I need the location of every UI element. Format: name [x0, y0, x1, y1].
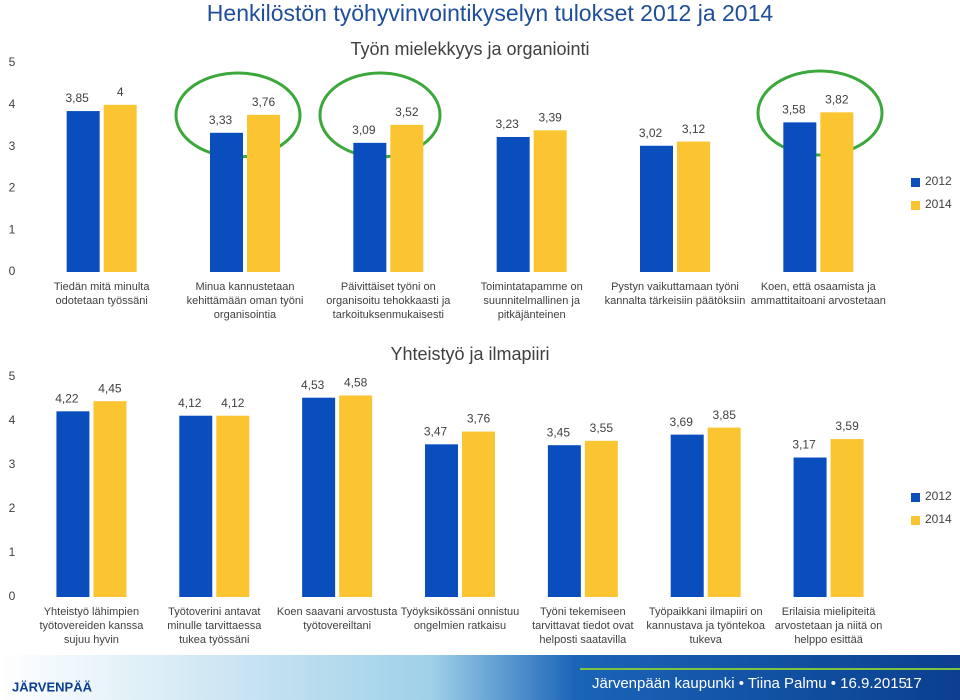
bar — [93, 401, 127, 597]
value-label: 3,45 — [547, 425, 571, 439]
bar — [339, 395, 373, 597]
bar — [66, 111, 100, 272]
value-label: 4,12 — [221, 396, 245, 410]
value-label: 4,22 — [55, 391, 79, 405]
bar — [707, 427, 741, 597]
legend-label: 2012 — [925, 489, 952, 503]
logo-text: JÄRVENPÄÄ — [12, 679, 93, 694]
legend-swatch — [911, 516, 920, 525]
bar — [547, 445, 581, 597]
y-tick-label: 2 — [9, 181, 16, 195]
value-label: 4 — [117, 85, 124, 99]
value-label: 3,82 — [825, 92, 849, 106]
bar — [783, 122, 817, 272]
bar — [496, 136, 530, 272]
y-tick-label: 2 — [9, 501, 16, 515]
bar — [793, 457, 827, 597]
value-label: 3,69 — [670, 415, 694, 429]
value-label: 3,02 — [639, 126, 663, 140]
y-tick-label: 5 — [9, 369, 16, 383]
x-tick-label: Koen saavani arvostusta työtovereiltani — [276, 606, 398, 632]
value-label: 3,58 — [782, 103, 806, 117]
x-tick-label: Työni tekemiseen tarvittavat tiedot ovat… — [532, 606, 634, 646]
highlight — [756, 69, 884, 157]
value-label: 3,85 — [65, 91, 89, 105]
x-tick-label: Päivittäiset työni on organisoitu tehokk… — [326, 281, 451, 321]
bar — [353, 142, 387, 272]
bar — [462, 431, 495, 597]
page-number: 17 — [905, 675, 922, 692]
x-tick-label: Erilaisia mielipiteitä arvostetaan ja ni… — [774, 606, 883, 646]
y-tick-label: 3 — [9, 139, 16, 153]
x-tick-label: Minua kannustetaan kehittämään oman työn… — [186, 281, 304, 321]
bar — [830, 439, 864, 597]
chart-title: Yhteistyö ja ilmapiiri — [390, 344, 549, 364]
legend-label: 2012 — [925, 174, 952, 188]
x-tick-label: Yhteistyö lähimpien työtovereiden kanssa… — [39, 606, 144, 646]
bar — [640, 145, 673, 272]
value-label: 3,55 — [590, 421, 614, 435]
value-label: 3,23 — [495, 117, 519, 131]
bar — [584, 440, 618, 597]
y-tick-label: 1 — [9, 545, 16, 559]
x-tick-label: Toimintatapamme on suunnitelmallinen ja … — [480, 281, 583, 321]
y-tick-label: 0 — [9, 589, 16, 603]
value-label: 4,53 — [301, 378, 325, 392]
x-tick-label: Koen, että osaamista ja ammattitaitoani … — [750, 281, 886, 307]
bar — [210, 132, 243, 272]
y-tick-label: 1 — [9, 222, 16, 236]
bar — [103, 104, 137, 272]
value-label: 3,12 — [682, 122, 706, 136]
legend-swatch — [911, 201, 920, 210]
bar — [425, 444, 458, 597]
legend-swatch — [911, 178, 920, 187]
value-label: 3,47 — [424, 424, 448, 438]
x-tick-label: Työtoverini antavat minulle tarvittaessa… — [167, 606, 262, 646]
value-label: 3,09 — [352, 123, 376, 137]
bar — [179, 415, 213, 597]
bar — [247, 114, 280, 272]
x-tick-label: Pystyn vaikuttamaan työni kannalta tärke… — [604, 281, 746, 307]
value-label: 3,59 — [835, 419, 859, 433]
chart-title: Työn mielekkyys ja organiointi — [350, 39, 589, 59]
legend-label: 2014 — [925, 197, 952, 211]
value-label: 3,39 — [538, 110, 562, 124]
legend-swatch — [911, 493, 920, 502]
bar — [56, 411, 90, 597]
value-label: 4,12 — [178, 396, 202, 410]
value-label: 3,76 — [467, 412, 491, 426]
bar — [677, 141, 710, 272]
x-tick-label: Työyksikössäni onnistuu ongelmien ratkai… — [400, 606, 520, 632]
value-label: 3,85 — [713, 408, 737, 422]
y-tick-label: 4 — [9, 97, 16, 111]
bar — [390, 124, 424, 272]
value-label: 3,33 — [209, 113, 233, 127]
page-title: Henkilöstön työhyvinvointikyselyn tuloks… — [207, 0, 774, 26]
bar — [670, 434, 704, 597]
value-label: 3,17 — [792, 438, 816, 452]
y-tick-label: 0 — [9, 264, 16, 278]
bar — [820, 112, 854, 272]
value-label: 4,58 — [344, 376, 368, 390]
y-tick-label: 4 — [9, 413, 16, 427]
y-tick-label: 5 — [9, 55, 16, 69]
value-label: 3,52 — [395, 105, 419, 119]
value-label: 3,76 — [252, 95, 276, 109]
y-tick-label: 3 — [9, 457, 16, 471]
footer-accent — [580, 668, 960, 670]
bar — [533, 130, 567, 272]
legend-label: 2014 — [925, 512, 952, 526]
footer-band — [0, 655, 960, 700]
value-label: 4,45 — [98, 381, 122, 395]
bar — [216, 415, 250, 597]
x-tick-label: Työpaikkani ilmapiiri on kannustava ja t… — [646, 606, 766, 646]
footer-text: Järvenpään kaupunki • Tiina Palmu • 16.9… — [592, 675, 907, 692]
x-tick-label: Tiedän mitä minulta odotetaan työssäni — [53, 281, 150, 307]
bar — [302, 397, 336, 597]
